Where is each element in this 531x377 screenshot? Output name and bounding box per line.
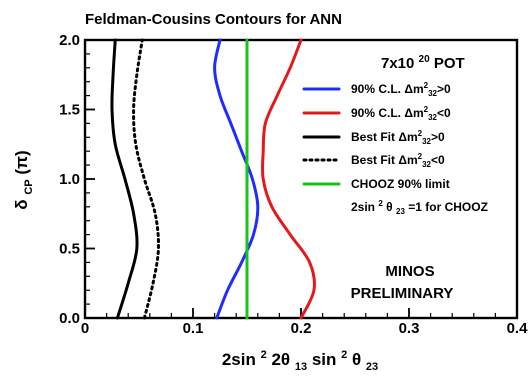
legend-label-3: Best Fit Δm232<0 [351,152,445,169]
legend-label-post: <0 [431,153,445,167]
series-layer [110,38,316,320]
x-axis-label-mid2: sin [312,350,337,369]
legend-label-sup: 2 [418,129,423,138]
legend-label-delta: Δm [404,82,423,96]
legend-label-pre: Best Fit [351,130,398,144]
y-tick-label: 1.0 [59,171,80,188]
series-line-2 [110,38,139,320]
legend-header-suffix: POT [434,55,465,72]
chooz-note-sup: 2 [378,199,383,208]
x-tick-label: 0.4 [507,320,529,337]
x-axis-label-sup2: 2 [341,349,347,361]
x-tick-label: 0.1 [183,320,204,337]
x-axis-label-sub1: 13 [295,361,307,373]
legend-label-sub: 32 [422,137,431,146]
chooz-note-theta: θ [386,200,393,214]
y-tick-label: 2.0 [59,32,80,49]
legend-label-post: >0 [437,82,451,96]
x-tick-label: 0.3 [399,320,420,337]
y-axis-label-sub: CP [23,179,35,194]
x-axis-label-mid1: 2θ [271,350,290,369]
legend-label-delta: Δm [404,106,423,120]
minos-label-line2: PRELIMINARY [351,285,454,302]
legend-label-4: CHOOZ 90% limit [351,177,450,191]
legend-label-post: >0 [431,130,445,144]
y-tick-label: 0.5 [59,241,80,258]
x-axis-label-sup1: 2 [261,349,267,361]
y-tick-label: 0.0 [59,310,80,327]
legend-header-base: 7x10 [381,55,414,72]
legend-label-sub: 32 [422,160,431,169]
legend-label-pre: CHOOZ 90% limit [351,177,450,191]
y-axis-label-group: δ CP (π) [12,150,36,209]
y-axis-label-suffix: (π) [12,150,31,174]
legend-label-post: <0 [437,106,451,120]
series-line-3 [132,38,160,320]
legend-label-delta: Δm [398,153,417,167]
legend-label-sub: 32 [428,89,437,98]
axis-ticks [84,39,518,319]
x-axis-label-sub2: 23 [366,361,378,373]
legend-label-2: Best Fit Δm232>0 [351,129,445,146]
legend: 7x10 20 POT 90% C.L. Δm232>090% C.L. Δm2… [302,49,465,191]
y-tick-label: 1.5 [59,102,80,119]
legend-header: 7x10 20 POT [381,49,465,72]
x-tick-label: 0.2 [291,320,312,337]
chooz-note-suffix: =1 for CHOOZ [408,200,488,214]
legend-label-sup: 2 [424,81,429,90]
legend-label-pre: 90% C.L. [351,106,404,120]
legend-label-sub: 32 [428,113,437,122]
legend-label-delta: Δm [398,130,417,144]
x-axis-label: 2sin 2 2θ 13 sin 2 θ 23 [222,343,378,374]
legend-header-sup: 20 [419,54,431,65]
legend-label-0: 90% C.L. Δm232>0 [351,81,451,98]
y-axis-label-main: δ [12,199,31,209]
series-line-1 [260,38,316,320]
tick-labels: 0 0.1 0.2 0.3 0.4 0.0 0.5 1.0 1.5 2.0 [59,32,528,337]
x-axis-label-base: 2sin [222,350,256,369]
series-line-0 [213,38,260,320]
legend-label-sup: 2 [424,105,429,114]
chooz-note-sub: 23 [396,207,405,216]
legend-label-pre: Best Fit [351,153,398,167]
legend-label-1: 90% C.L. Δm232<0 [351,105,451,122]
minos-label-line1: MINOS [385,263,434,280]
chooz-note-base: 2sin [351,200,375,214]
legend-label-sup: 2 [418,152,423,161]
x-tick-label: 0 [81,320,89,337]
y-axis-label: δ CP (π) [12,150,36,209]
chart-title: Feldman-Cousins Contours for ANN [85,11,342,28]
legend-label-pre: 90% C.L. [351,82,404,96]
plot-frame [83,38,519,320]
x-axis-label-mid3: θ [352,350,361,369]
chooz-note: 2sin 2 θ 23 =1 for CHOOZ [351,195,488,217]
